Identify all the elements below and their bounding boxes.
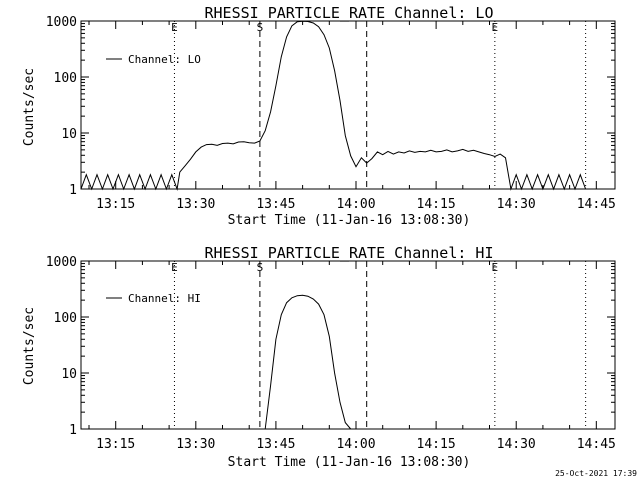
- x-tick-label: 13:45: [256, 437, 295, 452]
- y-tick-label: 100: [54, 311, 77, 326]
- event-marker-label: E: [171, 261, 178, 274]
- x-axis-label: Start Time (11-Jan-16 13:08:30): [228, 455, 471, 470]
- x-tick-label: 14:00: [336, 197, 375, 212]
- y-axis-label: Counts/sec: [22, 68, 37, 146]
- y-tick-label: 1000: [46, 255, 77, 270]
- legend-label: Channel: LO: [128, 53, 201, 66]
- x-tick-label: 14:30: [497, 197, 536, 212]
- event-marker-label: S: [257, 21, 264, 34]
- y-tick-label: 10: [61, 127, 77, 142]
- x-tick-label: 14:15: [417, 437, 456, 452]
- plot-frame: [80, 260, 616, 430]
- x-tick-label: 14:45: [577, 197, 616, 212]
- x-tick-label: 14:00: [336, 437, 375, 452]
- y-tick-label: 1: [69, 183, 77, 198]
- x-tick-label: 13:15: [96, 437, 135, 452]
- chart-title: RHESSI PARTICLE_RATE Channel: HI: [205, 244, 494, 262]
- x-tick-label: 14:30: [497, 437, 536, 452]
- series-line: [264, 294, 352, 430]
- y-tick-label: 10: [61, 367, 77, 382]
- timestamp: 25-Oct-2021 17:39: [555, 469, 637, 478]
- legend-label: Channel: HI: [128, 292, 201, 305]
- plot-frame: [80, 20, 616, 190]
- event-marker-label: E: [171, 21, 178, 34]
- event-marker-label: S: [257, 261, 264, 274]
- x-tick-label: 14:15: [417, 197, 456, 212]
- x-axis-label: Start Time (11-Jan-16 13:08:30): [228, 213, 471, 228]
- chart-panel-hi: RHESSI PARTICLE_RATE Channel: HI Start T…: [22, 244, 616, 470]
- series-line: [80, 20, 591, 191]
- y-tick-label: 1000: [46, 15, 77, 30]
- x-tick-label: 13:30: [176, 197, 215, 212]
- event-marker-label: E: [492, 21, 499, 34]
- event-marker-label: E: [492, 261, 499, 274]
- x-tick-label: 13:30: [176, 437, 215, 452]
- y-tick-label: 100: [54, 71, 77, 86]
- x-tick-label: 14:45: [577, 437, 616, 452]
- chart-title: RHESSI PARTICLE_RATE Channel: LO: [205, 4, 494, 22]
- x-tick-label: 13:15: [96, 197, 135, 212]
- chart-panel-lo: RHESSI PARTICLE_RATE Channel: LO Start T…: [22, 4, 616, 228]
- y-tick-label: 1: [69, 423, 77, 438]
- y-axis-label: Counts/sec: [22, 307, 37, 385]
- x-tick-label: 13:45: [256, 197, 295, 212]
